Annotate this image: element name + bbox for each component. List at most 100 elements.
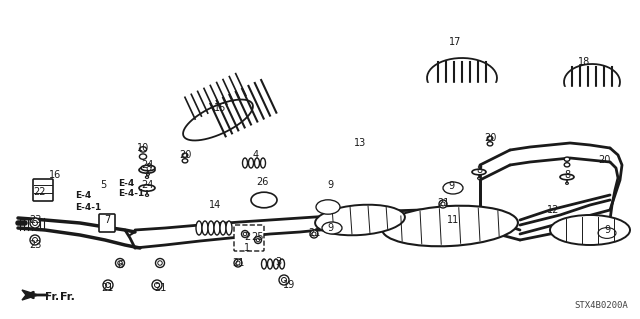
Ellipse shape (448, 185, 458, 191)
Ellipse shape (236, 261, 240, 265)
Ellipse shape (487, 142, 493, 146)
Ellipse shape (139, 185, 155, 191)
Text: 10: 10 (137, 143, 149, 153)
Polygon shape (424, 83, 500, 103)
Ellipse shape (472, 169, 486, 175)
Text: 20: 20 (484, 133, 496, 143)
Ellipse shape (156, 258, 164, 268)
Text: 1: 1 (244, 243, 250, 253)
Ellipse shape (256, 238, 260, 242)
Text: 20: 20 (179, 150, 191, 160)
Ellipse shape (243, 232, 247, 236)
Text: Fr.: Fr. (45, 292, 59, 302)
Polygon shape (427, 58, 497, 98)
Ellipse shape (226, 221, 232, 235)
Ellipse shape (33, 220, 38, 226)
Text: 7: 7 (104, 215, 110, 225)
Ellipse shape (322, 222, 342, 234)
Text: 8: 8 (564, 170, 570, 180)
Ellipse shape (322, 204, 334, 211)
Ellipse shape (262, 259, 266, 269)
Ellipse shape (280, 259, 285, 269)
Text: E-4: E-4 (118, 179, 134, 188)
Text: 9: 9 (604, 225, 610, 235)
Ellipse shape (319, 202, 337, 212)
Ellipse shape (214, 221, 220, 235)
Ellipse shape (310, 230, 318, 238)
FancyBboxPatch shape (33, 179, 53, 201)
Polygon shape (22, 290, 38, 300)
Ellipse shape (139, 167, 155, 173)
Text: 20: 20 (598, 155, 610, 165)
Ellipse shape (282, 278, 287, 283)
Ellipse shape (443, 182, 463, 194)
Text: 17: 17 (449, 37, 461, 47)
Ellipse shape (241, 231, 248, 238)
Text: 13: 13 (354, 138, 366, 148)
Text: 21: 21 (308, 228, 320, 238)
Text: E-4-1: E-4-1 (75, 203, 101, 211)
Ellipse shape (255, 158, 259, 168)
Ellipse shape (564, 157, 570, 161)
Text: 2: 2 (244, 232, 250, 242)
Ellipse shape (202, 221, 208, 235)
Ellipse shape (255, 236, 262, 243)
Text: 16: 16 (49, 170, 61, 180)
Text: 9: 9 (448, 181, 454, 191)
FancyBboxPatch shape (234, 225, 264, 251)
Ellipse shape (382, 206, 518, 246)
Ellipse shape (220, 221, 226, 235)
Ellipse shape (154, 283, 159, 287)
Ellipse shape (30, 218, 40, 228)
Ellipse shape (560, 174, 574, 180)
Polygon shape (183, 100, 253, 140)
Text: 6: 6 (117, 260, 123, 270)
Text: 24: 24 (141, 180, 153, 190)
Ellipse shape (260, 158, 266, 168)
Text: 15: 15 (214, 103, 226, 113)
Polygon shape (564, 64, 620, 100)
Ellipse shape (600, 229, 614, 237)
Ellipse shape (327, 225, 337, 231)
FancyBboxPatch shape (99, 214, 115, 232)
Text: 8: 8 (476, 165, 482, 175)
Ellipse shape (273, 259, 278, 269)
Ellipse shape (145, 176, 148, 178)
Ellipse shape (312, 232, 316, 236)
Ellipse shape (30, 235, 40, 245)
Ellipse shape (118, 261, 122, 265)
Text: Fr.: Fr. (60, 292, 75, 302)
Ellipse shape (182, 159, 188, 163)
Ellipse shape (550, 215, 630, 245)
Ellipse shape (140, 154, 147, 159)
Ellipse shape (243, 158, 248, 168)
Ellipse shape (602, 230, 611, 236)
Ellipse shape (441, 202, 445, 206)
Text: 18: 18 (578, 57, 590, 67)
Ellipse shape (598, 227, 616, 238)
Ellipse shape (566, 182, 568, 184)
Text: 22: 22 (34, 187, 46, 197)
Ellipse shape (208, 221, 214, 235)
Ellipse shape (564, 163, 570, 167)
Text: 3: 3 (275, 257, 281, 267)
Text: 4: 4 (253, 150, 259, 160)
Ellipse shape (157, 261, 163, 265)
Text: 26: 26 (256, 177, 268, 187)
Ellipse shape (141, 165, 155, 171)
Ellipse shape (477, 177, 481, 179)
Text: 8: 8 (145, 163, 151, 173)
Text: 19: 19 (283, 280, 295, 290)
Ellipse shape (248, 158, 253, 168)
Polygon shape (560, 87, 624, 104)
Ellipse shape (152, 280, 162, 290)
Ellipse shape (324, 224, 339, 233)
Ellipse shape (487, 136, 493, 140)
Ellipse shape (106, 283, 111, 287)
Text: 21: 21 (437, 198, 449, 208)
Ellipse shape (445, 183, 461, 192)
Text: 12: 12 (547, 205, 559, 215)
Ellipse shape (196, 221, 202, 235)
Text: E-4: E-4 (75, 191, 92, 201)
Ellipse shape (33, 238, 38, 242)
